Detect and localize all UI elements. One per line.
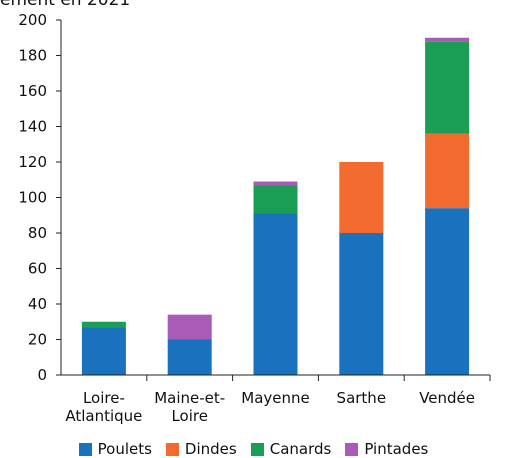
legend-item: Poulets bbox=[78, 440, 152, 458]
y-tick-label: 20 bbox=[28, 331, 47, 349]
legend-label: Canards bbox=[269, 440, 332, 458]
legend-label: Pintades bbox=[364, 440, 429, 458]
bar-dindes-4 bbox=[339, 162, 384, 233]
legend-label: Dindes bbox=[184, 440, 237, 458]
y-tick-label: 180 bbox=[18, 47, 47, 65]
y-tick-label: 140 bbox=[18, 118, 47, 136]
y-tick-label: 0 bbox=[37, 366, 47, 384]
bar-dindes-5 bbox=[425, 133, 470, 209]
legend-swatch bbox=[165, 442, 179, 456]
bar-poulets-5 bbox=[425, 208, 470, 375]
chart-legend: Poulets Dindes Canards Pintades bbox=[0, 440, 507, 458]
x-tick-label: Loire bbox=[171, 407, 208, 425]
stacked-bar-chart: 0 20 40 60 80 100 120 140 160 180 200 Loire-Atlanti… bbox=[18, 11, 491, 425]
y-tick-label: 60 bbox=[28, 260, 47, 278]
bar-pintades-5 bbox=[425, 37, 470, 42]
x-tick-label: Atlantique bbox=[65, 407, 142, 425]
legend-swatch bbox=[345, 442, 359, 456]
bar-poulets-1 bbox=[81, 327, 126, 375]
legend-item: Pintades bbox=[345, 440, 428, 458]
y-tick-label: 200 bbox=[18, 11, 47, 29]
y-tick-label: 40 bbox=[28, 295, 47, 313]
legend-item: Canards bbox=[250, 440, 332, 458]
x-tick-label: Maine-et- bbox=[154, 389, 225, 407]
bar-canards-1 bbox=[81, 321, 126, 328]
x-tick-label: Mayenne bbox=[241, 389, 309, 407]
y-tick-label: 120 bbox=[18, 153, 47, 171]
y-tick-label: 80 bbox=[28, 224, 47, 242]
x-tick-label: Vendée bbox=[419, 389, 475, 407]
chart-title-fragment: ément en 2021 bbox=[0, 0, 131, 10]
legend-item: Dindes bbox=[165, 440, 237, 458]
bar-poulets-2 bbox=[167, 339, 212, 375]
bar-pintades-2 bbox=[167, 314, 212, 340]
bar-pintades-3 bbox=[253, 181, 298, 186]
y-tick-label: 100 bbox=[18, 189, 47, 207]
x-tick-label: Sarthe bbox=[337, 389, 387, 407]
bar-canards-3 bbox=[253, 185, 298, 214]
bar-poulets-3 bbox=[253, 213, 298, 375]
bar-poulets-4 bbox=[339, 233, 384, 375]
y-tick-label: 160 bbox=[18, 82, 47, 100]
legend-swatch bbox=[78, 442, 92, 456]
x-tick-label: Loire- bbox=[83, 389, 125, 407]
legend-swatch bbox=[250, 442, 264, 456]
legend-label: Poulets bbox=[97, 440, 152, 458]
bar-canards-5 bbox=[425, 41, 470, 134]
